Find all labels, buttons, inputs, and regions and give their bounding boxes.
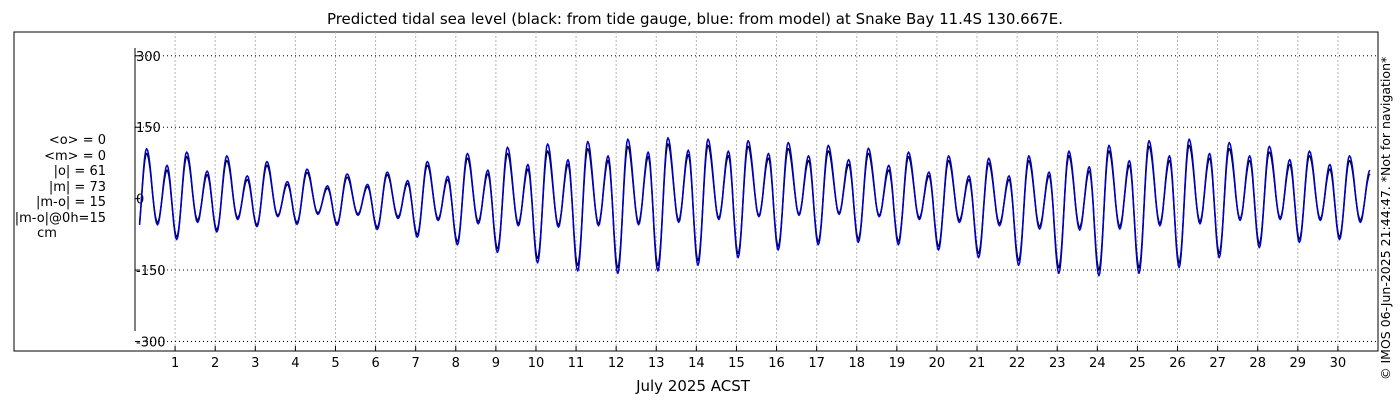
x-tick-label: 23: [1049, 356, 1066, 371]
x-tick-label: 14: [688, 356, 705, 371]
x-axis: 1 2 3 4 5 6 7 8 9 10 11 12 13 14 15 16 17 18 19 20 21 22 23 24 2…: [171, 346, 1346, 371]
y-axis: -300 -150 0 150 300: [135, 50, 166, 350]
x-tick-label: 21: [969, 356, 986, 371]
stat-model-mean: <m> = 0: [44, 148, 106, 164]
x-tick-label: 3: [251, 356, 259, 371]
x-tick-label: 8: [452, 356, 460, 371]
x-tick-label: 26: [1169, 356, 1186, 371]
x-tick-label: 20: [929, 356, 946, 371]
x-tick-label: 15: [728, 356, 745, 371]
x-tick-label: 27: [1209, 356, 1226, 371]
y-tick-label: 300: [136, 50, 161, 65]
series-from-tide-gauge-line: [138, 143, 1371, 271]
stats-panel: <o> = 0 <m> = 0 |o| = 61 |m| = 73 |m-o| …: [8, 133, 106, 242]
x-tick-label: 1: [171, 356, 179, 371]
y-tick-label: -300: [136, 335, 166, 350]
stat-diff-abs: |m-o| = 15: [35, 195, 106, 210]
x-tick-label: 30: [1330, 356, 1347, 371]
x-tick-label: 19: [889, 356, 906, 371]
x-tick-label: 6: [371, 356, 379, 371]
x-axis-label: July 2025 ACST: [635, 377, 751, 395]
y-tick-label: 0: [136, 193, 144, 208]
stat-diff-abs-0h: |m-o|@0h=15: [14, 210, 106, 226]
x-tick-label: 28: [1249, 356, 1266, 371]
x-tick-label: 11: [568, 356, 585, 371]
x-tick-label: 17: [808, 356, 825, 371]
series-group: [138, 136, 1371, 277]
stat-model-abs: |m| = 73: [48, 179, 106, 195]
series-from-model-line: [138, 136, 1371, 277]
x-tick-label: 9: [492, 356, 500, 371]
x-tick-label: 22: [1009, 356, 1026, 371]
y-tick-label: -150: [136, 264, 166, 279]
x-tick-label: 2: [211, 356, 219, 371]
stat-observed-mean: <o> = 0: [48, 133, 106, 148]
grid-lines: [135, 32, 1378, 351]
y-tick-label: 150: [136, 121, 161, 136]
x-tick-label: 5: [331, 356, 339, 371]
x-tick-label: 25: [1129, 356, 1146, 371]
x-tick-label: 12: [608, 356, 625, 371]
x-tick-label: 10: [528, 356, 545, 371]
x-tick-label: 16: [768, 356, 785, 371]
stat-unit: cm: [37, 226, 57, 241]
x-tick-label: 4: [291, 356, 299, 371]
x-tick-label: 13: [648, 356, 665, 371]
x-tick-label: 18: [848, 356, 865, 371]
chart-title: Predicted tidal sea level (black: from t…: [326, 10, 1064, 28]
stat-observed-abs: |o| = 61: [53, 164, 106, 179]
x-tick-label: 7: [412, 356, 420, 371]
x-tick-label: 29: [1290, 356, 1307, 371]
x-tick-label: 24: [1089, 356, 1106, 371]
